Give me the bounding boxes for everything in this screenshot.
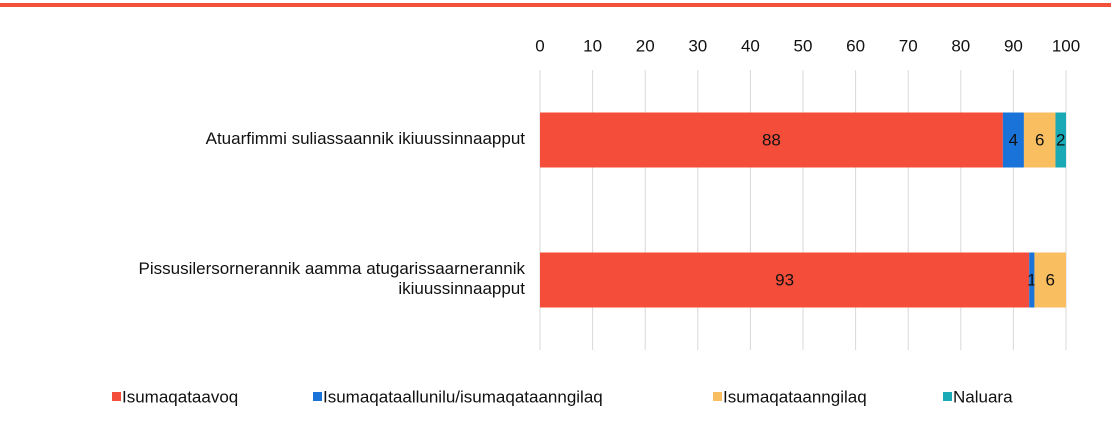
data-label: 6 bbox=[1045, 270, 1054, 289]
data-label: 4 bbox=[1009, 130, 1018, 149]
x-tick-label: 10 bbox=[583, 36, 602, 55]
x-tick-label: 30 bbox=[688, 36, 707, 55]
data-label: 6 bbox=[1035, 130, 1044, 149]
data-label: 1 bbox=[1027, 270, 1036, 289]
bar-segment bbox=[1023, 112, 1056, 168]
x-tick-label: 60 bbox=[846, 36, 865, 55]
bar-segment bbox=[1029, 252, 1035, 308]
bar-segment bbox=[1055, 112, 1066, 168]
data-label: 93 bbox=[775, 270, 794, 289]
legend-swatch bbox=[713, 392, 722, 401]
x-tick-label: 20 bbox=[636, 36, 655, 55]
x-tick-label: 40 bbox=[741, 36, 760, 55]
x-tick-label: 100 bbox=[1052, 36, 1080, 55]
category-label: Pissusilersornerannik aamma atugarissaar… bbox=[139, 259, 526, 298]
category-label: Atuarfimmi suliassaannik ikiuussinnaappu… bbox=[206, 129, 526, 148]
legend-label: Naluara bbox=[953, 387, 1013, 406]
top-rule bbox=[0, 3, 1111, 7]
legend-swatch bbox=[313, 392, 322, 401]
x-tick-label: 70 bbox=[899, 36, 918, 55]
legend-label: Isumaqataanngilaq bbox=[723, 387, 867, 406]
x-tick-label: 50 bbox=[794, 36, 813, 55]
x-tick-label: 90 bbox=[1004, 36, 1023, 55]
bar-segment bbox=[540, 252, 1030, 308]
x-tick-label: 80 bbox=[951, 36, 970, 55]
legend-swatch bbox=[112, 392, 121, 401]
bar-segment bbox=[1034, 252, 1066, 308]
legend-label: Isumaqataallunilu/isumaqataanngilaq bbox=[323, 387, 603, 406]
bar-segment bbox=[540, 112, 1003, 168]
bar-segment bbox=[1002, 112, 1024, 168]
data-label: 2 bbox=[1056, 130, 1065, 149]
legend-label: Isumaqataavoq bbox=[122, 387, 238, 406]
x-tick-label: 0 bbox=[535, 36, 544, 55]
data-label: 88 bbox=[762, 130, 781, 149]
legend-swatch bbox=[943, 392, 952, 401]
